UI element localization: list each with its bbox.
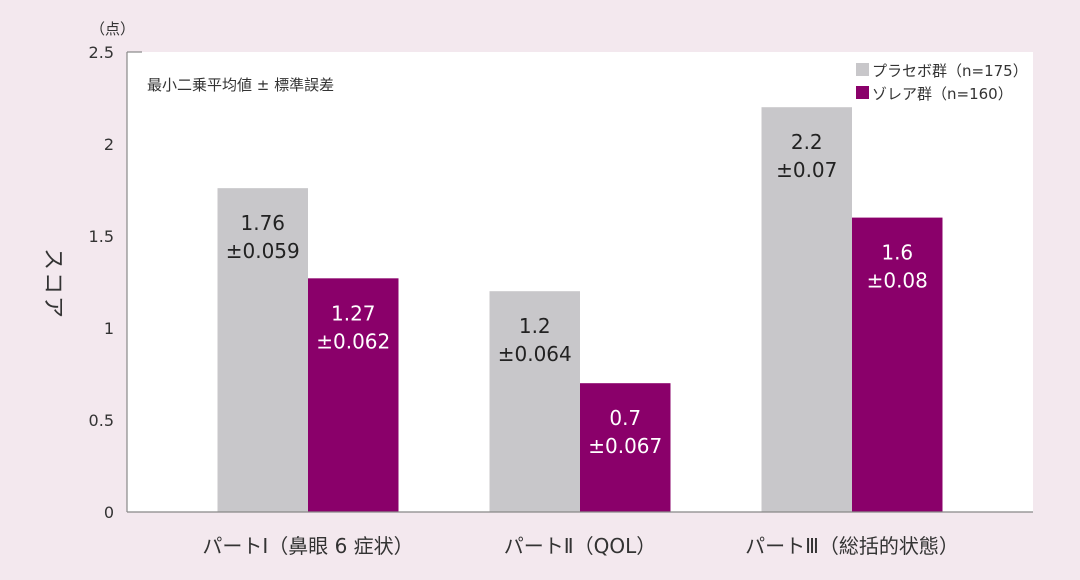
- bar-placebo: [761, 107, 852, 512]
- bar-xolair: [852, 217, 943, 512]
- bar-error-label: ±0.08: [867, 269, 928, 293]
- x-category-label: パートⅢ（総括的状態）: [745, 534, 959, 558]
- x-category-label: パートⅡ（QOL）: [504, 534, 656, 558]
- y-tick-label: 1.5: [89, 227, 114, 246]
- legend: プラセボ群（n=175） ゾレア群（n=160）: [856, 62, 1028, 103]
- bar-xolair: [308, 278, 399, 512]
- bar-value-label: 1.27: [331, 301, 376, 325]
- bar-error-label: ±0.059: [226, 239, 300, 263]
- bar-value-label: 1.2: [519, 314, 551, 338]
- y-axis-label: スコア: [40, 248, 65, 320]
- legend-swatch-placebo: [856, 63, 869, 76]
- y-tick-label: 2.5: [89, 43, 114, 62]
- legend-label-xolair: ゾレア群（n=160）: [872, 85, 1013, 103]
- bar-xolair: [580, 383, 671, 512]
- legend-label-placebo: プラセボ群（n=175）: [872, 62, 1028, 80]
- bar-value-label: 1.76: [240, 211, 285, 235]
- bar-placebo: [489, 291, 580, 512]
- bar-error-label: ±0.067: [588, 434, 662, 458]
- y-tick-label: 0: [104, 503, 114, 522]
- y-tick-label: 0.5: [89, 411, 114, 430]
- unit-label: （点）: [90, 20, 135, 38]
- legend-swatch-xolair: [856, 86, 869, 99]
- bar-placebo: [217, 188, 308, 512]
- bar-value-label: 1.6: [881, 241, 913, 265]
- y-tick-label: 2: [104, 135, 114, 154]
- bar-error-label: ±0.07: [776, 158, 837, 182]
- bar-error-label: ±0.064: [498, 342, 572, 366]
- note: 最小二乗平均値 ± 標準誤差: [147, 76, 334, 94]
- bar-error-label: ±0.062: [316, 329, 390, 353]
- bar-value-label: 2.2: [791, 130, 823, 154]
- bar-value-label: 0.7: [609, 406, 641, 430]
- y-tick-label: 1: [104, 319, 114, 338]
- x-category-label: パートⅠ（鼻眼 6 症状）: [202, 534, 413, 558]
